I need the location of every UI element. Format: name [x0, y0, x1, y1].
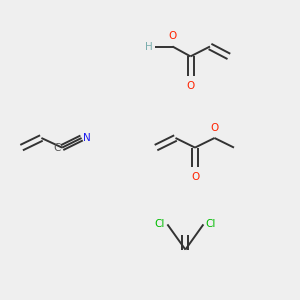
Text: O: O: [186, 81, 195, 91]
Text: O: O: [191, 172, 199, 182]
Text: O: O: [210, 123, 219, 133]
Text: Cl: Cl: [154, 219, 165, 230]
Text: O: O: [168, 31, 177, 41]
Text: N: N: [83, 133, 91, 143]
Text: Cl: Cl: [206, 219, 216, 230]
Text: C: C: [53, 142, 61, 153]
Text: H: H: [145, 41, 153, 52]
